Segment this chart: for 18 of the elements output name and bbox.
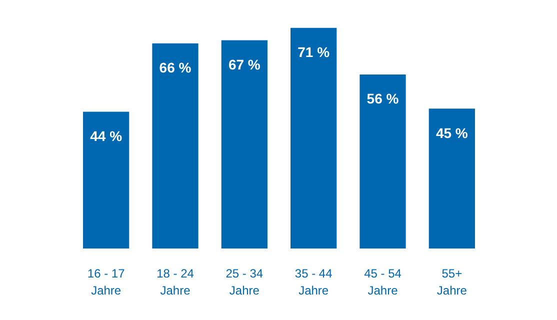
data-label: 56 % [366, 90, 400, 107]
x-tick-label: 55+ Jahre [436, 266, 468, 298]
bar [152, 43, 198, 248]
x-tick-label: 35 - 44 Jahre [294, 266, 333, 298]
data-label: 44 % [90, 128, 123, 144]
x-tick-label: 16 - 17 Jahre [87, 266, 126, 298]
x-tick-label: 45 - 54 Jahre [364, 266, 402, 298]
bar [290, 28, 337, 248]
bar [428, 108, 475, 248]
bar [221, 40, 268, 248]
data-label: 67 % [228, 56, 261, 73]
bar [83, 112, 130, 248]
data-label: 66 % [159, 60, 192, 76]
x-tick-label: 18 - 24 Jahre [156, 266, 194, 298]
bar [360, 74, 406, 248]
data-label: 45 % [436, 124, 468, 141]
data-label: 71 % [298, 44, 330, 60]
x-tick-label: 25 - 34 Jahre [226, 266, 264, 298]
